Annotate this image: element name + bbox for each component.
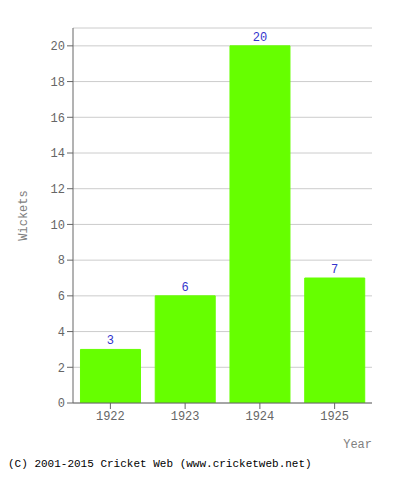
svg-text:Wickets: Wickets <box>17 190 31 240</box>
svg-text:14: 14 <box>51 147 65 161</box>
svg-text:6: 6 <box>58 290 65 304</box>
svg-text:4: 4 <box>58 326 65 340</box>
svg-text:6: 6 <box>182 281 189 295</box>
svg-text:20: 20 <box>51 40 65 54</box>
svg-text:0: 0 <box>58 397 65 411</box>
svg-text:Year: Year <box>343 438 372 452</box>
svg-text:1924: 1924 <box>245 410 274 424</box>
svg-text:1923: 1923 <box>171 410 200 424</box>
svg-text:7: 7 <box>331 263 338 277</box>
svg-text:2: 2 <box>58 362 65 376</box>
svg-text:10: 10 <box>51 219 65 233</box>
svg-text:18: 18 <box>51 76 65 90</box>
svg-text:16: 16 <box>51 112 65 126</box>
svg-text:1922: 1922 <box>96 410 125 424</box>
svg-text:20: 20 <box>253 31 267 45</box>
svg-text:3: 3 <box>107 334 114 348</box>
html-text:(C) 2001-2015 Cricket Web (www: (C) 2001-2015 Cricket Web (www.cricketwe… <box>8 458 312 470</box>
svg-text:1925: 1925 <box>320 410 349 424</box>
svg-text:8: 8 <box>58 254 65 268</box>
svg-text:12: 12 <box>51 183 65 197</box>
